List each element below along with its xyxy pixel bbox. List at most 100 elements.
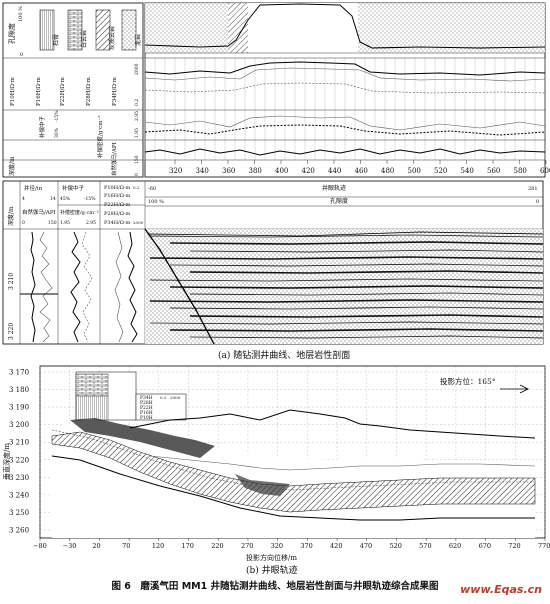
top-resistivity-labels: P10H/Ω·m P16H/Ω·m P22H/Ω·m P28H/Ω·m P34H…	[10, 63, 140, 106]
panel-b-x-tick-label: 720	[508, 542, 520, 550]
bottom-gr-max: 150	[48, 220, 57, 226]
bottom-caliper-max: 14	[50, 196, 56, 202]
lithology-legend: 石膏 白云岩 灰质云岩 泥岩	[39, 9, 142, 51]
strata-band	[169, 306, 544, 310]
panel-b-x-tick-label: 620	[449, 542, 461, 550]
panel-b-x-tick-label: −30	[63, 542, 77, 550]
lower-boundary-line	[51, 455, 535, 521]
panel-b-x-tick-label: 70	[122, 542, 130, 550]
top-lithology-mudstone-left	[145, 3, 228, 53]
panel-b-x-ticks: −80 −30 20 70 120 170 220 270 320 370 420 470 520 570…	[33, 538, 550, 550]
bottom-caliper-curve	[30, 231, 36, 343]
figure-caption: 图 6 磨溪气田 MM1 井随钻测井曲线、地层岩性剖面与井眼轨迹综合成果图	[111, 581, 439, 592]
top-depth-tick-label: 440	[328, 167, 341, 175]
top-density-max: 2.95	[134, 111, 140, 121]
strata-band	[149, 256, 544, 260]
panel-b-y-tick-label: 3 170	[9, 369, 29, 377]
top-res-label-2: P16H/Ω·m	[36, 76, 42, 106]
well-trajectory-line	[51, 429, 535, 491]
panel-b-y-tick-label: 3 190	[9, 404, 29, 412]
bottom-porosity-min: 0	[536, 199, 539, 205]
top-lithology-limy-dolomite	[228, 3, 248, 53]
panel-b-x-tick-label: 370	[300, 542, 312, 550]
bottom-log-panel: 深度/m 井径/in 4 14 补偿中子 45% -15% 自然伽马/API 0…	[2, 180, 544, 345]
middle-resistivity-boundary	[149, 455, 536, 471]
top-depth-tick-label: 340	[196, 167, 209, 175]
top-depth-tick-label: 540	[461, 167, 474, 175]
bottom-res-min: 0.2	[133, 185, 140, 190]
bottom-caliper-min: 4	[22, 196, 25, 202]
top-density-label: 补偿密度/g·cm⁻³	[96, 115, 104, 158]
top-lithology-mudstone-right	[358, 3, 545, 53]
panel-b-caption: (b) 井眼轨迹	[246, 564, 298, 576]
top-resistivity-curve-2	[144, 67, 546, 82]
panel-b: 3 170 3 180 3 190 3 200 3 210 3 220 3 230 3 240…	[2, 365, 550, 562]
top-res-label-4: P28H/Ω·m	[86, 76, 92, 106]
top-log-panel: 孔隙度 100 % 0 石膏 白云岩 灰质云岩 泥岩 P10H/Ω·m P16H…	[2, 2, 550, 178]
bottom-neutron-max: -15%	[84, 196, 96, 202]
panel-b-y-label: 垂直深度/m	[2, 443, 11, 480]
dark-strata-wedge	[70, 418, 215, 458]
panel-b-y-tick-label: 3 210	[9, 439, 29, 447]
upper-resistivity-boundary	[129, 409, 536, 439]
porosity-min: 0	[20, 52, 23, 58]
panel-b-x-tick-label: 220	[211, 542, 223, 550]
bottom-neutron-label: 补偿中子	[62, 184, 85, 192]
legend-gypsum: 石膏	[52, 34, 60, 46]
panel-b-x-tick-label: 520	[389, 542, 401, 550]
legend-swatch-dolomite	[67, 9, 83, 51]
panel-b-azimuth-note: 投影方位：165°	[440, 376, 496, 386]
bottom-gr-label: 自然伽马/API	[22, 208, 56, 216]
bottom-gr-curve	[39, 231, 53, 343]
panel-b-x-tick-label: −80	[33, 542, 47, 550]
top-depth-tick-label: 360	[222, 167, 235, 175]
strata-band	[189, 314, 544, 318]
top-gr-label: 自然伽马/API	[110, 142, 118, 176]
bottom-porosity-curve	[147, 231, 544, 237]
legend-limy-dolomite: 灰质云岩	[108, 26, 116, 50]
panel-b-y-tick-label: 3 220	[9, 456, 29, 464]
strata-band	[149, 234, 544, 238]
bottom-res-label-2: P16H/Ω·m	[104, 193, 131, 199]
panel-b-y-tick-label: 3 260	[9, 526, 29, 534]
bottom-caliper-label: 井径/in	[24, 184, 43, 192]
top-neutron-range-left: 30%	[54, 127, 60, 138]
top-depth-tick-label: 560	[487, 167, 500, 175]
top-neutron-curve	[144, 115, 546, 131]
strata-band	[189, 270, 544, 274]
top-density-min: 1.95	[134, 128, 140, 138]
top-resistivity-curve-1	[144, 61, 546, 76]
inset-label-p34h: P34H	[140, 395, 153, 401]
bottom-depth-tick-3220: 3 220	[8, 323, 15, 340]
legend-swatch-gypsum	[39, 9, 55, 51]
bottom-neutron-curve	[70, 231, 81, 343]
bottom-density-min: 1.95	[60, 220, 70, 226]
azimuth-arrow-icon	[500, 384, 529, 394]
top-log-grid	[144, 58, 546, 160]
top-depth-tick-label: 480	[381, 167, 394, 175]
top-porosity-curve	[144, 3, 546, 49]
top-gr-max: 150	[134, 155, 140, 164]
panel-b-x-label: 投影方向位移/m	[246, 553, 297, 562]
bottom-resistivity-curve-2	[114, 231, 124, 343]
panel-b-x-tick-label: 270	[241, 542, 253, 550]
strata-band	[169, 285, 544, 289]
legend-swatch-mudstone	[121, 9, 137, 51]
panel-b-x-tick-label: 470	[360, 542, 372, 550]
panel-b-y-ticks: 3 170 3 180 3 190 3 200 3 210 3 220 3 230 3 240…	[9, 369, 29, 535]
top-depth-tick-label: 420	[302, 167, 315, 175]
porosity-max: 100 %	[18, 6, 24, 22]
top-res-max: 2000	[134, 63, 140, 75]
bottom-resistivity-labels: P10H/Ω·m P16H/Ω·m P22H/Ω·m P28H/Ω·m P34H…	[104, 185, 144, 226]
bottom-porosity-max: 100 %	[148, 199, 164, 205]
strata-band	[169, 241, 544, 245]
bottom-gr-min: 0	[22, 220, 25, 226]
top-gr-curve	[144, 148, 546, 156]
top-res-label-5: P34H/Ω·m	[112, 76, 118, 106]
panel-b-x-tick-label: 120	[152, 542, 164, 550]
inset-label-p10h: P10H	[140, 415, 153, 421]
top-density-curve	[144, 124, 546, 136]
legend-dolomite: 白云岩	[80, 30, 88, 48]
bottom-density-max: 2.95	[86, 220, 96, 226]
